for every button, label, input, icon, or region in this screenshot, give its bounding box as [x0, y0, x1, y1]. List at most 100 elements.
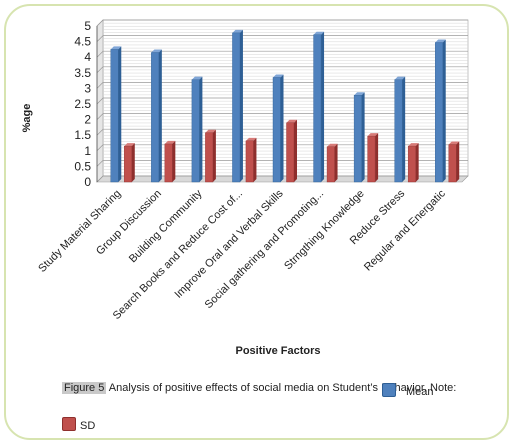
bar-sd	[164, 140, 176, 183]
legend-mean-label: Mean	[406, 386, 434, 398]
x-tick-label: Strngthing Knowledge	[282, 188, 367, 273]
bar-front	[448, 144, 457, 183]
bar-sd	[367, 133, 379, 183]
bar-side	[131, 143, 135, 182]
bar-top	[286, 119, 297, 123]
caption-text: Analysis of positive effects of social m…	[106, 382, 457, 394]
y-tick-label: 1	[84, 144, 91, 158]
y-tick-label: 4	[84, 50, 91, 64]
bar-top	[394, 76, 406, 80]
bar-side	[334, 143, 338, 182]
bar-side	[199, 76, 203, 182]
legend-sd: SD	[62, 417, 95, 432]
gridline-side	[96, 160, 104, 167]
gridline-side	[96, 175, 104, 183]
bar-mean	[353, 92, 365, 183]
gridline-side	[96, 113, 104, 120]
bar-front	[353, 95, 362, 183]
y-tick-label: 1.5	[74, 128, 91, 142]
y-tick-label: 2	[84, 113, 91, 127]
bar-sd	[407, 143, 419, 183]
gridline-side	[96, 97, 104, 105]
bar-front	[191, 79, 200, 183]
bar-front	[205, 132, 214, 183]
bar-sd	[286, 119, 297, 183]
y-axis-ticks: 0 0.51 1.52 2.5 33.5 44.5 5	[74, 19, 98, 189]
bar-mean	[232, 29, 243, 183]
bar-front	[110, 49, 119, 183]
x-tick-label: Study Material Sharing	[36, 188, 123, 275]
bar-side	[456, 141, 460, 182]
bar-top	[232, 29, 243, 33]
gridline-side	[96, 82, 104, 89]
gridline-side	[96, 128, 104, 136]
bar-front	[151, 52, 160, 183]
bar-top	[164, 140, 176, 144]
y-axis-label: %age	[21, 104, 33, 133]
y-tick-label: 4.5	[74, 35, 91, 49]
legend-mean-swatch	[382, 383, 396, 397]
chart-bars	[110, 29, 460, 183]
bar-front	[367, 135, 376, 183]
x-axis-label: Positive Factors	[236, 345, 321, 357]
bar-top	[245, 137, 257, 141]
bar-sd	[448, 141, 460, 183]
bar-mean	[313, 31, 325, 183]
bar-sd	[326, 143, 338, 183]
gridline-side	[96, 50, 104, 58]
bar-front	[232, 32, 241, 183]
bar-front	[245, 140, 254, 183]
bar-side	[172, 140, 176, 182]
bar-top	[205, 129, 216, 133]
bar-front	[435, 42, 443, 183]
y-tick-label: 3.5	[74, 66, 91, 80]
bar-top	[110, 46, 122, 50]
bar-side	[118, 46, 122, 183]
bar-front	[326, 146, 335, 183]
bar-top	[273, 74, 284, 78]
bar-front	[407, 145, 416, 183]
bar-top	[367, 133, 379, 137]
bar-top	[354, 92, 365, 96]
bar-side	[415, 143, 419, 182]
x-tick-label: Regular and Energatic	[362, 187, 448, 273]
bar-front	[313, 34, 322, 183]
y-tick-label: 0	[84, 175, 91, 189]
bar-side	[239, 29, 243, 183]
figure-caption: Figure 5 Analysis of positive effects of…	[62, 382, 456, 394]
y-tick-label: 0.5	[74, 159, 91, 173]
bar-front	[164, 143, 173, 183]
gridline-side	[96, 19, 104, 27]
bar-side	[294, 119, 297, 182]
bar-side	[442, 39, 446, 183]
x-tick-label: Building Community	[127, 187, 205, 265]
figure-label: Figure 5	[62, 382, 107, 394]
bar-mean	[191, 76, 203, 183]
bar-side	[321, 31, 325, 183]
bar-side	[253, 137, 257, 182]
bar-top	[435, 39, 446, 43]
bar-mean	[394, 76, 406, 183]
bar-front	[124, 145, 132, 183]
bar-side	[280, 74, 284, 182]
gridline-side	[96, 35, 104, 42]
bar-side	[402, 76, 406, 182]
legend-sd-swatch	[62, 417, 76, 431]
bar-side	[361, 92, 365, 182]
bar-mean	[435, 39, 446, 183]
bar-side	[212, 129, 216, 182]
y-tick-label: 5	[84, 19, 91, 33]
bar-side	[158, 49, 162, 182]
bar-top	[408, 143, 419, 147]
bar-mean	[151, 49, 162, 183]
bar-top	[327, 143, 338, 147]
y-tick-label: 2.5	[74, 97, 91, 111]
bar-top	[313, 31, 325, 35]
y-tick-label: 3	[84, 81, 91, 95]
chart-grid	[96, 19, 469, 183]
bar-top	[124, 143, 135, 147]
bar-front	[394, 79, 403, 183]
bar-top	[151, 49, 162, 53]
